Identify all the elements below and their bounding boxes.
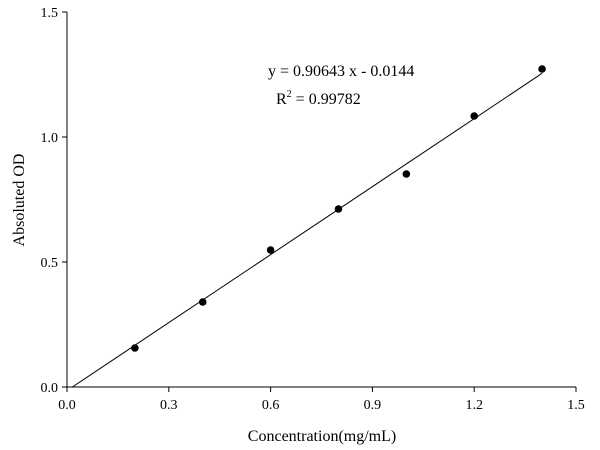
r2-value: = 0.99782 <box>292 91 361 108</box>
x-tick-label: 0.3 <box>160 398 178 413</box>
data-point <box>266 246 275 254</box>
x-tick-label: 0.6 <box>262 398 280 413</box>
r-squared: R2 = 0.99782 <box>276 89 361 108</box>
fit-line <box>72 72 543 388</box>
y-tick-label: 0.0 <box>41 381 59 396</box>
y-tick-label: 0.5 <box>41 256 59 271</box>
data-point <box>131 344 139 352</box>
x-tick-label: 0.9 <box>364 398 382 413</box>
data-point <box>470 112 479 120</box>
data-point <box>402 170 411 178</box>
r2-symbol: R <box>276 91 287 108</box>
fit-equation: y = 0.90643 x - 0.0144 <box>268 63 414 80</box>
x-tick-label: 1.5 <box>567 398 585 413</box>
x-tick-label: 0.0 <box>58 398 76 413</box>
data-point <box>198 298 207 306</box>
data-point <box>538 65 546 73</box>
x-axis-title: Concentration(mg/mL) <box>248 428 396 445</box>
data-point <box>334 205 343 213</box>
x-tick-label: 1.2 <box>465 398 483 413</box>
r2-power: 2 <box>287 89 292 100</box>
y-tick-label: 1.0 <box>41 131 59 146</box>
y-axis-title: Absoluted OD <box>11 154 28 247</box>
y-tick-label: 1.5 <box>41 6 59 21</box>
